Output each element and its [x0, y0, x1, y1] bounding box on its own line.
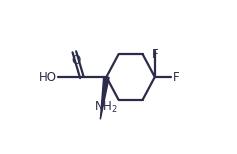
Polygon shape [100, 77, 109, 119]
Text: O: O [72, 54, 81, 67]
Text: NH$_2$: NH$_2$ [95, 100, 118, 115]
Text: F: F [151, 48, 158, 61]
Text: F: F [173, 71, 180, 83]
Text: HO: HO [38, 71, 56, 83]
